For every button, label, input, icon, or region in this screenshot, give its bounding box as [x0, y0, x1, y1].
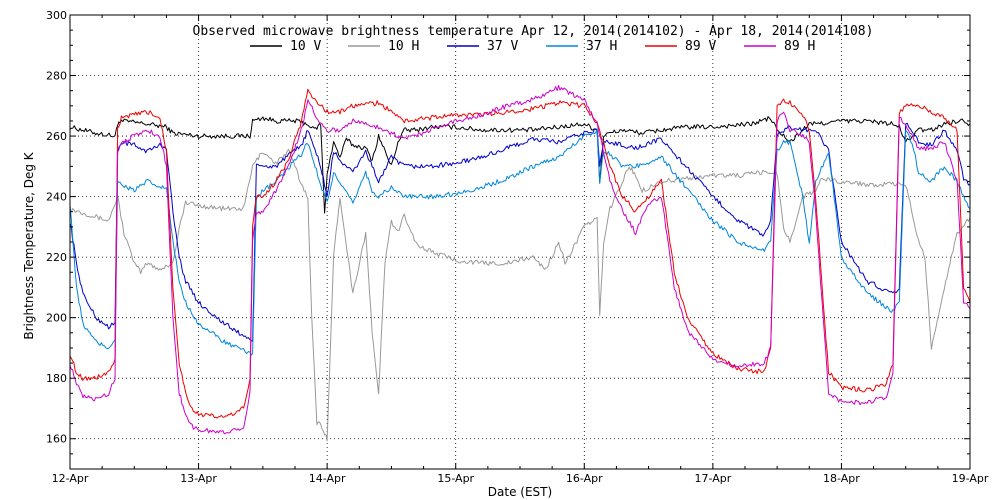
y-tick-label: 240 [46, 191, 67, 204]
y-tick-label: 280 [46, 70, 67, 83]
series-line-10-v [69, 116, 971, 214]
legend-label: 37 V [487, 39, 518, 54]
x-tick-label: 15-Apr [437, 472, 474, 485]
y-tick-label: 260 [46, 130, 67, 143]
legend-label: 10 H [388, 39, 419, 54]
y-tick-label: 200 [46, 312, 67, 325]
y-axis-title: Brightness Temperature, Deg K [22, 151, 36, 339]
x-tick-label: 17-Apr [694, 472, 731, 485]
series-lines [69, 85, 971, 442]
x-tick-label: 14-Apr [309, 472, 346, 485]
series-line-37-v [69, 122, 971, 342]
y-tick-label: 220 [46, 251, 67, 264]
x-tick-label: 13-Apr [180, 472, 217, 485]
y-tick-label: 300 [46, 9, 67, 22]
legend-label: 10 V [290, 39, 321, 54]
legend-label: 89 H [784, 39, 815, 54]
series-line-10-h [69, 148, 971, 442]
x-tick-label: 19-Apr [952, 472, 989, 485]
x-tick-label: 12-Apr [52, 472, 89, 485]
chart-title: Observed microwave brightness temperatur… [193, 24, 874, 39]
x-tick-label: 18-Apr [823, 472, 860, 485]
axis-ticks: 160 180 200 220 240 260 280 300 12-Apr 13-Apr 14-A… [46, 9, 989, 485]
series-line-89-v [69, 88, 971, 419]
series-line-89-h [69, 85, 971, 435]
y-tick-label: 180 [46, 372, 67, 385]
legend-label: 37 H [586, 39, 617, 54]
legend: 10 V 10 H 37 V 37 H 89 V 89 H [250, 39, 815, 54]
x-axis-title: Date (EST) [488, 485, 552, 499]
legend-label: 89 V [685, 39, 716, 54]
series-line-37-h [69, 128, 971, 356]
y-tick-label: 160 [46, 433, 67, 446]
x-tick-label: 16-Apr [566, 472, 603, 485]
